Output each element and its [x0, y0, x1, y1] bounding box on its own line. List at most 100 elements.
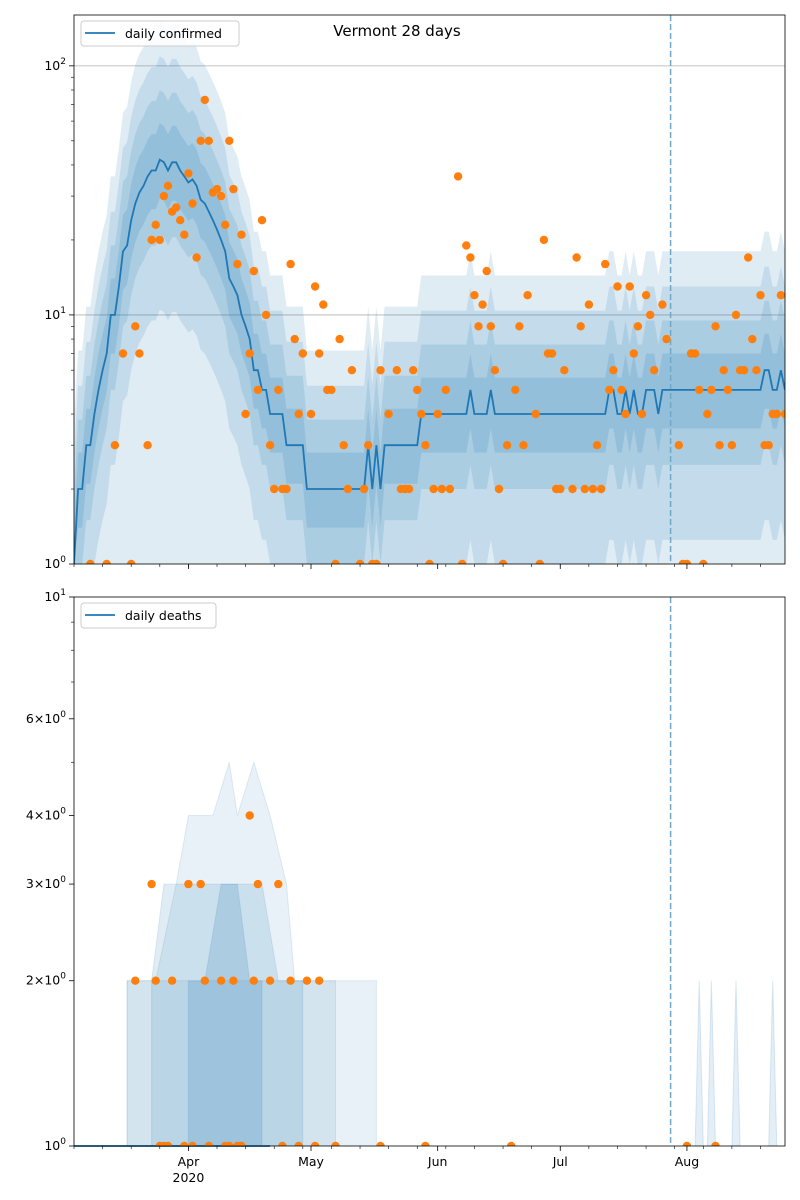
confirmed-point — [306, 409, 316, 419]
deaths-y-axis: 100 2×100 3×100 4×100 6×100 101 — [26, 588, 74, 1153]
confirmed-point — [703, 409, 712, 419]
confirmed-point — [592, 441, 602, 450]
deaths-point — [249, 976, 258, 985]
deaths-spike-band — [694, 980, 704, 1146]
confirmed-point — [192, 253, 201, 262]
confirmed-band-2 — [74, 90, 785, 564]
confirmed-point — [437, 484, 446, 494]
y-tick-label: 101 — [44, 306, 66, 322]
y-tick-label: 3×100 — [26, 875, 66, 891]
confirmed-point — [249, 266, 258, 276]
deaths-point — [188, 1141, 197, 1146]
deaths-uncertainty-bands — [126, 760, 778, 1146]
confirmed-point — [163, 181, 173, 190]
x-tick-label: Jun — [427, 1154, 448, 1169]
confirmed-point — [584, 300, 594, 309]
chart-title: Vermont 28 days — [333, 22, 461, 40]
confirmed-point — [376, 366, 385, 375]
confirmed-point — [511, 385, 520, 395]
confirmed-point — [433, 409, 442, 419]
confirmed-point — [723, 385, 732, 395]
deaths-axes-frame — [73, 596, 786, 1147]
confirmed-point — [364, 441, 373, 450]
confirmed-point — [621, 409, 630, 419]
deaths-point — [245, 811, 254, 820]
confirmed-point — [372, 559, 381, 564]
legend-label-deaths: daily deaths — [125, 608, 202, 623]
confirmed-point — [682, 559, 692, 564]
confirmed-point — [245, 349, 254, 358]
confirmed-point — [617, 385, 626, 395]
confirmed-point — [180, 230, 189, 239]
deaths-point — [265, 976, 275, 985]
confirmed-band-0 — [74, 21, 785, 564]
confirmed-point — [764, 441, 773, 450]
confirmed-point — [453, 172, 463, 181]
confirmed-trend-line — [74, 158, 785, 564]
confirmed-point — [752, 366, 761, 375]
y-tick-label: 100 — [44, 555, 66, 571]
confirmed-point — [261, 310, 271, 320]
confirmed-point — [270, 484, 279, 494]
confirmed-point — [531, 409, 540, 419]
confirmed-point — [556, 484, 565, 494]
confirmed-point — [662, 334, 671, 344]
confirmed-point — [695, 385, 704, 395]
confirmed-point — [184, 169, 193, 178]
confirmed-point — [588, 484, 598, 494]
confirmed-point — [601, 259, 610, 269]
confirmed-point — [327, 385, 336, 395]
deaths-point — [200, 976, 209, 985]
x-tick-label: Jul — [552, 1154, 568, 1169]
deaths-point — [180, 1141, 189, 1146]
confirmed-point — [339, 441, 348, 450]
confirmed-points — [86, 95, 785, 564]
confirmed-point — [498, 559, 508, 564]
confirmed-point — [417, 409, 426, 419]
deaths-point — [147, 879, 156, 889]
confirmed-band-1 — [74, 56, 785, 564]
confirmed-point — [237, 230, 246, 239]
confirmed-point — [359, 484, 369, 494]
confirmed-point — [466, 253, 475, 262]
confirmed-point — [200, 95, 209, 105]
x-tick-label: Apr — [178, 1154, 200, 1169]
confirmed-point — [707, 385, 716, 395]
confirmed-point — [233, 259, 242, 269]
confirmed-point — [572, 253, 581, 262]
confirmed-point — [143, 441, 152, 450]
confirmed-point — [347, 366, 357, 375]
confirmed-point — [315, 349, 324, 358]
deaths-point — [331, 1141, 340, 1146]
confirmed-point — [331, 559, 340, 564]
confirmed-point — [539, 235, 549, 245]
deaths-band-1 — [151, 883, 304, 1146]
x-tick-year-label: 2020 — [173, 1170, 205, 1185]
deaths-point — [237, 1141, 246, 1146]
deaths-point — [151, 976, 160, 985]
confirmed-point — [744, 253, 753, 262]
confirmed-point — [482, 266, 491, 276]
confirmed-point — [384, 409, 393, 419]
deaths-points — [131, 811, 720, 1146]
deaths-legend: daily deaths — [80, 602, 217, 629]
confirmed-point — [609, 366, 618, 375]
confirmed-point — [470, 291, 479, 300]
confirmed-point — [290, 334, 299, 344]
confirmed-point — [225, 136, 234, 145]
confirmed-point — [605, 385, 614, 395]
confirmed-point — [515, 322, 524, 331]
confirmed-point — [392, 366, 401, 375]
confirmed-y-axis: 100 101 102 — [44, 57, 74, 571]
confirmed-point — [421, 441, 430, 450]
confirmed-point — [478, 300, 487, 309]
deaths-spike-band — [731, 980, 741, 1146]
deaths-point — [229, 976, 238, 985]
confirmed-point — [310, 282, 320, 291]
x-tick-label: Aug — [675, 1154, 699, 1169]
confirmed-point — [739, 366, 749, 375]
confirmed-point — [286, 259, 295, 269]
y-tick-label: 102 — [44, 57, 66, 73]
